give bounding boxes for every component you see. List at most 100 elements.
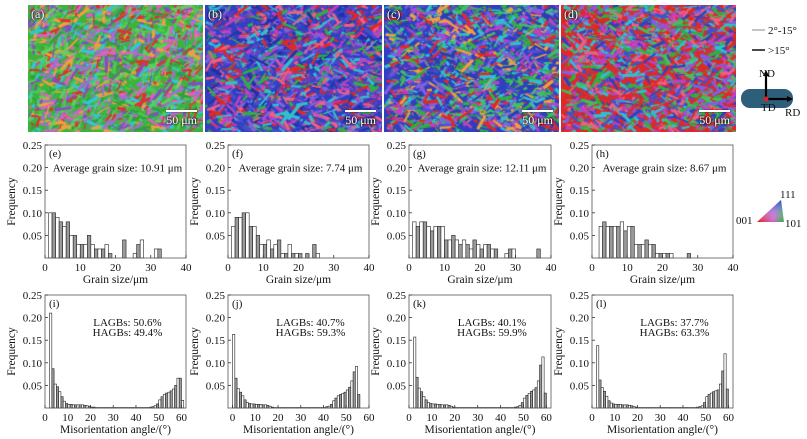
- histogram-bar: [618, 404, 622, 409]
- histogram-bar: [298, 253, 303, 259]
- histogram-bar: [248, 403, 252, 409]
- y-tick-label: 0.05: [23, 230, 43, 242]
- x-tick-label: 10: [439, 262, 451, 274]
- x-tick-label: 30: [692, 262, 704, 274]
- histogram-bar: [415, 376, 419, 409]
- histogram-bar: [167, 391, 171, 409]
- x-tick-label: 60: [176, 412, 188, 424]
- histogram-bar: [355, 366, 358, 409]
- lagb-fraction-annotation: LAGBs: 40.7%: [276, 317, 344, 329]
- histogram-bar: [623, 404, 627, 409]
- x-tick-label: 0: [42, 412, 48, 424]
- histogram-bar: [602, 221, 607, 259]
- histogram-bar: [350, 380, 354, 409]
- hagb-fraction-annotation: HAGBs: 49.4%: [93, 327, 163, 339]
- scale-bar: 50 μm: [699, 110, 730, 128]
- histogram-bar: [436, 404, 440, 409]
- y-tick-label: 0.05: [387, 230, 407, 242]
- td-dot: [763, 96, 769, 102]
- y-tick-label: 0.20: [23, 163, 43, 175]
- histogram-bar: [476, 244, 481, 259]
- histogram-bar: [625, 404, 629, 409]
- y-tick-label: 0.15: [23, 185, 43, 197]
- histogram-bar: [108, 253, 113, 259]
- y-tick-label: 0.10: [23, 208, 43, 220]
- scale-bar-label: 50 μm: [166, 113, 197, 127]
- y-axis-title: Frequency: [370, 327, 382, 376]
- histogram-bar: [273, 244, 278, 259]
- histogram-bar: [277, 239, 282, 259]
- y-tick-label: 0.15: [570, 185, 590, 197]
- histogram-g: 0.05 0.10 0.15 0.20 0.25 0 10 20 30 40 Grain size/…: [370, 140, 557, 286]
- x-tick-label: 0: [589, 412, 595, 424]
- x-tick-label: 10: [622, 262, 634, 274]
- histogram-bar: [651, 244, 656, 259]
- histogram-bar: [648, 244, 653, 259]
- y-tick-label: 0.25: [570, 140, 590, 152]
- map-label: (d): [564, 7, 578, 21]
- y-tick-label: 0.15: [387, 185, 407, 197]
- histogram-bar: [72, 235, 78, 259]
- histogram-bar: [458, 244, 463, 259]
- y-tick-label: 0.10: [387, 208, 407, 220]
- y-axis-title: Frequency: [553, 327, 565, 376]
- histogram-bar: [165, 392, 169, 409]
- x-tick-label: 20: [110, 262, 122, 274]
- lagb-fraction-annotation: LAGBs: 50.6%: [93, 317, 161, 329]
- y-tick-label: 0.20: [387, 163, 407, 175]
- histogram-bar: [479, 248, 484, 259]
- x-axis-title: Misorientation angle/(°): [243, 424, 354, 436]
- scale-bar: 50 μm: [522, 110, 553, 128]
- histogram-h: 0.05 0.10 0.15 0.20 0.25 0 10 20 30 40 Grain size/…: [553, 140, 739, 286]
- hagb-fraction-annotation: HAGBs: 63.3%: [640, 327, 710, 339]
- plot-frame: [408, 294, 552, 409]
- histogram-bar: [472, 239, 477, 259]
- histogram-bar: [65, 221, 70, 259]
- x-tick-label: 60: [364, 412, 376, 424]
- y-tick-label: 0.10: [570, 208, 590, 220]
- average-grain-size-annotation: Average grain size: 7.74 μm: [239, 163, 363, 175]
- histogram-bar: [136, 244, 141, 259]
- histogram-bar: [541, 356, 545, 409]
- histogram-bar: [234, 377, 238, 409]
- x-tick-label: 20: [632, 412, 644, 424]
- histogram-bar: [415, 226, 420, 259]
- histogram-bar: [78, 404, 82, 409]
- histogram-bar: [518, 404, 522, 409]
- x-tick-label: 40: [677, 412, 689, 424]
- histogram-bar: [616, 226, 621, 259]
- hagb-fraction-annotation: HAGBs: 59.3%: [276, 327, 346, 339]
- ebsd-map-d: (d) 50 μm: [561, 5, 736, 132]
- ebsd-map-b: (b) 50 μm: [205, 5, 382, 132]
- x-axis-title: Misorientation angle/(°): [60, 424, 171, 436]
- x-tick-label: 30: [510, 262, 522, 274]
- x-tick-label: 0: [230, 412, 236, 424]
- histogram-bar: [598, 379, 602, 409]
- histogram-bar: [62, 226, 67, 259]
- x-tick-label: 60: [541, 412, 553, 424]
- histogram-bar: [69, 235, 74, 259]
- histogram-bar: [532, 389, 536, 409]
- histogram-bar: [352, 371, 356, 409]
- histogram-bar: [437, 226, 442, 259]
- x-tick-label: 40: [181, 262, 193, 274]
- histogram-bar: [69, 404, 73, 409]
- histogram-bar: [658, 253, 663, 259]
- y-tick-label: 0.10: [206, 208, 226, 220]
- histogram-bar: [169, 390, 173, 409]
- histogram-bar: [71, 404, 75, 409]
- histogram-bar: [424, 399, 428, 409]
- histogram-bar: [607, 400, 611, 409]
- histogram-bar: [721, 370, 725, 409]
- y-tick-label: 0.10: [206, 358, 226, 370]
- x-tick-label: 0: [42, 262, 48, 274]
- histogram-bar: [79, 244, 85, 259]
- histogram-bar: [357, 394, 361, 409]
- y-axis-title: Frequency: [6, 327, 18, 376]
- histogram-bar: [412, 221, 417, 259]
- histogram-bar: [83, 404, 87, 409]
- histogram-bar: [336, 395, 340, 409]
- plot-frame: [591, 294, 734, 409]
- histogram-bar: [447, 239, 452, 259]
